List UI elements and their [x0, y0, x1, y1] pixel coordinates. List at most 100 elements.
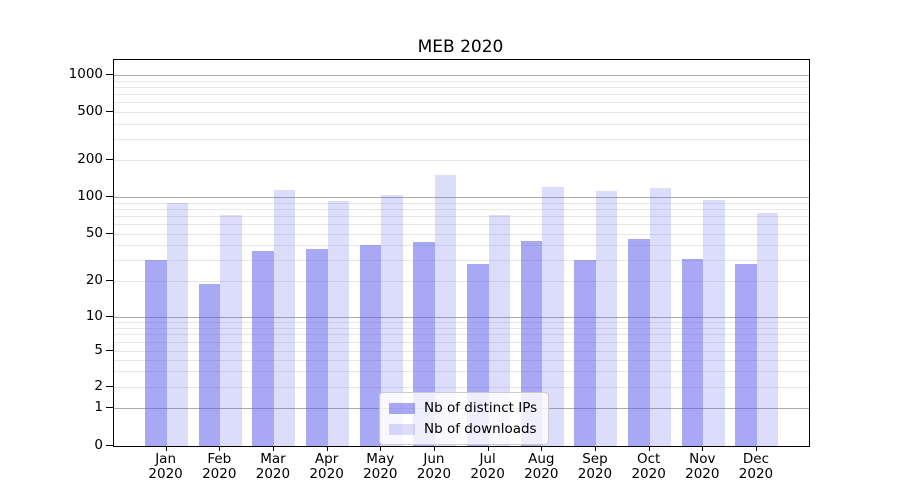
bar-downloads-jul: [488, 214, 511, 446]
bar-downloads-jun: [434, 174, 457, 446]
minor-gridline-90: [114, 202, 809, 204]
bar-distinct-ips-may: [359, 245, 382, 446]
bar-distinct-ips-mar: [252, 250, 274, 446]
x-tick-label-apr: Apr 2020: [295, 452, 359, 482]
x-tick-mark-dec: [755, 446, 757, 451]
chart-title: MEB 2020: [417, 37, 504, 57]
x-tick-year: 2020: [202, 466, 237, 482]
minor-gridline-70: [114, 215, 809, 217]
x-tick-year: 2020: [416, 466, 452, 482]
minor-gridline-400: [114, 123, 809, 125]
y-tick-mark-2: [106, 385, 113, 387]
x-tick-mark-aug: [540, 446, 542, 451]
major-gridline-10: [114, 316, 809, 318]
y-tick-mark-5: [106, 349, 113, 351]
y-tick-label-2: 2: [94, 378, 103, 394]
x-tick-month: Jun: [423, 451, 445, 467]
y-tick-mark-1000: [106, 73, 113, 75]
y-tick-mark-20: [106, 279, 113, 281]
x-tick-month: Dec: [742, 451, 770, 467]
x-tick-mark-nov: [701, 446, 703, 451]
y-tick-label-100: 100: [77, 188, 103, 204]
x-tick-year: 2020: [631, 466, 666, 482]
bar-distinct-ips-nov: [681, 258, 704, 446]
y-tick-label-0: 0: [94, 437, 103, 453]
minor-gridline-50: [114, 233, 809, 235]
bar-downloads-sep: [595, 190, 618, 446]
minor-gridline-3: [114, 370, 809, 372]
minor-gridline-9: [114, 321, 809, 323]
x-tick-month: Feb: [207, 451, 232, 467]
bar-downloads-aug: [542, 186, 564, 446]
x-tick-month: Mar: [260, 451, 286, 467]
x-tick-label-may: May 2020: [348, 452, 412, 482]
x-tick-mark-jul: [487, 446, 489, 451]
y-tick-label-20: 20: [85, 272, 103, 288]
y-tick-mark-10: [106, 315, 113, 317]
bar-downloads-apr: [327, 201, 350, 446]
minor-gridline-4: [114, 359, 809, 361]
bar-downloads-jan: [166, 202, 189, 446]
x-tick-year: 2020: [148, 466, 183, 482]
minor-gridline-600: [114, 101, 809, 103]
legend-entry-distinct-ips: Nb of distinct IPs: [389, 400, 537, 416]
x-tick-month: Aug: [528, 451, 555, 467]
minor-gridline-6: [114, 341, 809, 343]
minor-gridline-500: [114, 111, 809, 113]
x-tick-year: 2020: [363, 466, 398, 482]
major-gridline-1000: [114, 74, 809, 76]
x-tick-label-sep: Sep 2020: [563, 452, 627, 482]
x-tick-year: 2020: [524, 466, 559, 482]
x-tick-mark-feb: [218, 446, 220, 451]
bar-distinct-ips-jan: [145, 260, 167, 446]
y-tick-label-200: 200: [77, 151, 103, 167]
bar-distinct-ips-dec: [735, 263, 757, 446]
x-tick-label-oct: Oct 2020: [617, 452, 681, 482]
minor-gridline-800: [114, 86, 809, 88]
minor-gridline-40: [114, 244, 809, 246]
x-tick-mark-jun: [433, 446, 435, 451]
y-tick-label-10: 10: [85, 308, 103, 324]
x-tick-year: 2020: [255, 466, 291, 482]
x-tick-month: Jul: [479, 451, 496, 467]
x-tick-mark-oct: [648, 446, 650, 451]
x-tick-mark-sep: [594, 446, 596, 451]
x-tick-year: 2020: [577, 466, 613, 482]
bar-downloads-oct: [649, 187, 672, 446]
minor-gridline-7: [114, 333, 809, 335]
y-tick-label-1: 1: [94, 399, 103, 415]
y-tick-mark-1: [106, 406, 113, 408]
y-tick-label-500: 500: [77, 103, 103, 119]
x-tick-year: 2020: [309, 466, 344, 482]
x-tick-month: Sep: [582, 451, 608, 467]
minor-gridline-700: [114, 93, 809, 95]
minor-gridline-30: [114, 259, 809, 261]
x-tick-month: Oct: [636, 451, 661, 467]
minor-gridline-300: [114, 138, 809, 140]
x-tick-mark-may: [379, 446, 381, 451]
legend: Nb of distinct IPs Nb of downloads: [379, 392, 550, 445]
legend-entry-downloads: Nb of downloads: [389, 421, 537, 437]
y-tick-mark-500: [106, 110, 113, 112]
legend-label-distinct-ips: Nb of distinct IPs: [424, 400, 538, 416]
legend-swatch-distinct-ips: [389, 402, 415, 414]
x-tick-month: Nov: [689, 451, 716, 467]
major-gridline-100: [114, 196, 809, 198]
bar-downloads-feb: [220, 214, 242, 446]
bar-distinct-ips-apr: [306, 249, 328, 446]
x-tick-label-dec: Dec 2020: [724, 452, 788, 482]
y-tick-label-5: 5: [94, 342, 103, 358]
x-tick-label-jun: Jun 2020: [402, 452, 466, 482]
minor-gridline-5: [114, 350, 809, 352]
bar-downloads-may: [381, 194, 403, 446]
x-tick-label-jan: Jan 2020: [134, 452, 198, 482]
bar-distinct-ips-feb: [198, 283, 221, 446]
legend-label-downloads: Nb of downloads: [424, 421, 537, 437]
minor-gridline-2: [114, 386, 809, 388]
x-tick-month: May: [366, 451, 395, 467]
x-tick-year: 2020: [685, 466, 720, 482]
x-tick-mark-mar: [272, 446, 274, 451]
bar-downloads-dec: [756, 213, 779, 446]
x-tick-year: 2020: [470, 466, 505, 482]
